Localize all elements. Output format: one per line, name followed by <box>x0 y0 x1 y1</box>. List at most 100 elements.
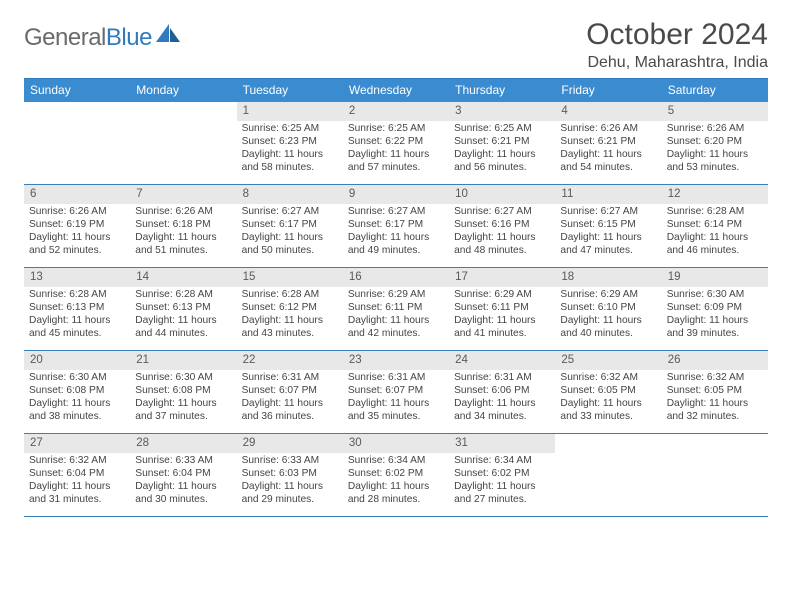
sunset-text: Sunset: 6:19 PM <box>29 218 125 231</box>
day-cell: 27Sunrise: 6:32 AMSunset: 6:04 PMDayligh… <box>24 434 130 516</box>
sunset-text: Sunset: 6:08 PM <box>29 384 125 397</box>
day-number: 14 <box>130 268 236 287</box>
calendar-grid: SundayMondayTuesdayWednesdayThursdayFrid… <box>24 78 768 517</box>
dow-wednesday: Wednesday <box>343 79 449 102</box>
week-row: 1Sunrise: 6:25 AMSunset: 6:23 PMDaylight… <box>24 102 768 185</box>
day-number: 21 <box>130 351 236 370</box>
sunset-text: Sunset: 6:21 PM <box>560 135 656 148</box>
day-cell: 24Sunrise: 6:31 AMSunset: 6:06 PMDayligh… <box>449 351 555 433</box>
day-number: 22 <box>237 351 343 370</box>
day-cell: 28Sunrise: 6:33 AMSunset: 6:04 PMDayligh… <box>130 434 236 516</box>
sunrise-text: Sunrise: 6:27 AM <box>348 205 444 218</box>
day-details: Sunrise: 6:25 AMSunset: 6:21 PMDaylight:… <box>449 121 555 176</box>
daylight-text: Daylight: 11 hours and 58 minutes. <box>242 148 338 174</box>
empty-cell <box>130 102 236 184</box>
day-details: Sunrise: 6:30 AMSunset: 6:09 PMDaylight:… <box>662 287 768 342</box>
daylight-text: Daylight: 11 hours and 49 minutes. <box>348 231 444 257</box>
day-cell: 26Sunrise: 6:32 AMSunset: 6:05 PMDayligh… <box>662 351 768 433</box>
daylight-text: Daylight: 11 hours and 42 minutes. <box>348 314 444 340</box>
day-number: 20 <box>24 351 130 370</box>
sunrise-text: Sunrise: 6:30 AM <box>29 371 125 384</box>
daylight-text: Daylight: 11 hours and 33 minutes. <box>560 397 656 423</box>
day-cell: 15Sunrise: 6:28 AMSunset: 6:12 PMDayligh… <box>237 268 343 350</box>
sunrise-text: Sunrise: 6:26 AM <box>560 122 656 135</box>
sunrise-text: Sunrise: 6:27 AM <box>560 205 656 218</box>
day-cell: 12Sunrise: 6:28 AMSunset: 6:14 PMDayligh… <box>662 185 768 267</box>
empty-cell <box>555 434 661 516</box>
day-number: 25 <box>555 351 661 370</box>
day-cell: 4Sunrise: 6:26 AMSunset: 6:21 PMDaylight… <box>555 102 661 184</box>
sunset-text: Sunset: 6:21 PM <box>454 135 550 148</box>
sunset-text: Sunset: 6:12 PM <box>242 301 338 314</box>
day-number: 26 <box>662 351 768 370</box>
day-number: 29 <box>237 434 343 453</box>
day-number: 18 <box>555 268 661 287</box>
daylight-text: Daylight: 11 hours and 32 minutes. <box>667 397 763 423</box>
day-cell: 3Sunrise: 6:25 AMSunset: 6:21 PMDaylight… <box>449 102 555 184</box>
sunset-text: Sunset: 6:13 PM <box>135 301 231 314</box>
sunrise-text: Sunrise: 6:31 AM <box>348 371 444 384</box>
day-number: 23 <box>343 351 449 370</box>
day-cell: 6Sunrise: 6:26 AMSunset: 6:19 PMDaylight… <box>24 185 130 267</box>
day-cell: 9Sunrise: 6:27 AMSunset: 6:17 PMDaylight… <box>343 185 449 267</box>
sunset-text: Sunset: 6:02 PM <box>454 467 550 480</box>
day-number: 6 <box>24 185 130 204</box>
day-cell: 30Sunrise: 6:34 AMSunset: 6:02 PMDayligh… <box>343 434 449 516</box>
day-cell: 21Sunrise: 6:30 AMSunset: 6:08 PMDayligh… <box>130 351 236 433</box>
day-details: Sunrise: 6:32 AMSunset: 6:05 PMDaylight:… <box>662 370 768 425</box>
daylight-text: Daylight: 11 hours and 35 minutes. <box>348 397 444 423</box>
daylight-text: Daylight: 11 hours and 31 minutes. <box>29 480 125 506</box>
day-cell: 11Sunrise: 6:27 AMSunset: 6:15 PMDayligh… <box>555 185 661 267</box>
day-number: 10 <box>449 185 555 204</box>
sunset-text: Sunset: 6:14 PM <box>667 218 763 231</box>
sunrise-text: Sunrise: 6:28 AM <box>29 288 125 301</box>
sunset-text: Sunset: 6:03 PM <box>242 467 338 480</box>
sunset-text: Sunset: 6:23 PM <box>242 135 338 148</box>
daylight-text: Daylight: 11 hours and 41 minutes. <box>454 314 550 340</box>
sunrise-text: Sunrise: 6:31 AM <box>242 371 338 384</box>
brand-text: GeneralBlue <box>24 24 152 52</box>
day-number: 24 <box>449 351 555 370</box>
day-cell: 7Sunrise: 6:26 AMSunset: 6:18 PMDaylight… <box>130 185 236 267</box>
day-cell: 23Sunrise: 6:31 AMSunset: 6:07 PMDayligh… <box>343 351 449 433</box>
day-cell: 29Sunrise: 6:33 AMSunset: 6:03 PMDayligh… <box>237 434 343 516</box>
daylight-text: Daylight: 11 hours and 27 minutes. <box>454 480 550 506</box>
day-details: Sunrise: 6:31 AMSunset: 6:06 PMDaylight:… <box>449 370 555 425</box>
sunrise-text: Sunrise: 6:25 AM <box>348 122 444 135</box>
day-number: 17 <box>449 268 555 287</box>
day-details: Sunrise: 6:28 AMSunset: 6:12 PMDaylight:… <box>237 287 343 342</box>
sunset-text: Sunset: 6:07 PM <box>348 384 444 397</box>
daylight-text: Daylight: 11 hours and 34 minutes. <box>454 397 550 423</box>
sunrise-text: Sunrise: 6:29 AM <box>348 288 444 301</box>
day-number <box>130 102 236 106</box>
sunset-text: Sunset: 6:22 PM <box>348 135 444 148</box>
daylight-text: Daylight: 11 hours and 51 minutes. <box>135 231 231 257</box>
sunset-text: Sunset: 6:17 PM <box>242 218 338 231</box>
day-number: 2 <box>343 102 449 121</box>
day-cell: 14Sunrise: 6:28 AMSunset: 6:13 PMDayligh… <box>130 268 236 350</box>
day-number: 13 <box>24 268 130 287</box>
daylight-text: Daylight: 11 hours and 50 minutes. <box>242 231 338 257</box>
day-number <box>555 434 661 438</box>
sunrise-text: Sunrise: 6:28 AM <box>667 205 763 218</box>
sunset-text: Sunset: 6:17 PM <box>348 218 444 231</box>
brand-logo: GeneralBlue <box>24 18 182 52</box>
daylight-text: Daylight: 11 hours and 52 minutes. <box>29 231 125 257</box>
daylight-text: Daylight: 11 hours and 36 minutes. <box>242 397 338 423</box>
day-cell: 16Sunrise: 6:29 AMSunset: 6:11 PMDayligh… <box>343 268 449 350</box>
day-details: Sunrise: 6:29 AMSunset: 6:10 PMDaylight:… <box>555 287 661 342</box>
sunrise-text: Sunrise: 6:33 AM <box>135 454 231 467</box>
day-details: Sunrise: 6:28 AMSunset: 6:14 PMDaylight:… <box>662 204 768 259</box>
sunrise-text: Sunrise: 6:32 AM <box>667 371 763 384</box>
sunrise-text: Sunrise: 6:29 AM <box>454 288 550 301</box>
day-details: Sunrise: 6:27 AMSunset: 6:17 PMDaylight:… <box>343 204 449 259</box>
week-row: 6Sunrise: 6:26 AMSunset: 6:19 PMDaylight… <box>24 185 768 268</box>
daylight-text: Daylight: 11 hours and 40 minutes. <box>560 314 656 340</box>
day-cell: 13Sunrise: 6:28 AMSunset: 6:13 PMDayligh… <box>24 268 130 350</box>
sunrise-text: Sunrise: 6:30 AM <box>135 371 231 384</box>
dow-thursday: Thursday <box>449 79 555 102</box>
day-number: 16 <box>343 268 449 287</box>
daylight-text: Daylight: 11 hours and 46 minutes. <box>667 231 763 257</box>
day-details: Sunrise: 6:25 AMSunset: 6:23 PMDaylight:… <box>237 121 343 176</box>
dow-monday: Monday <box>130 79 236 102</box>
